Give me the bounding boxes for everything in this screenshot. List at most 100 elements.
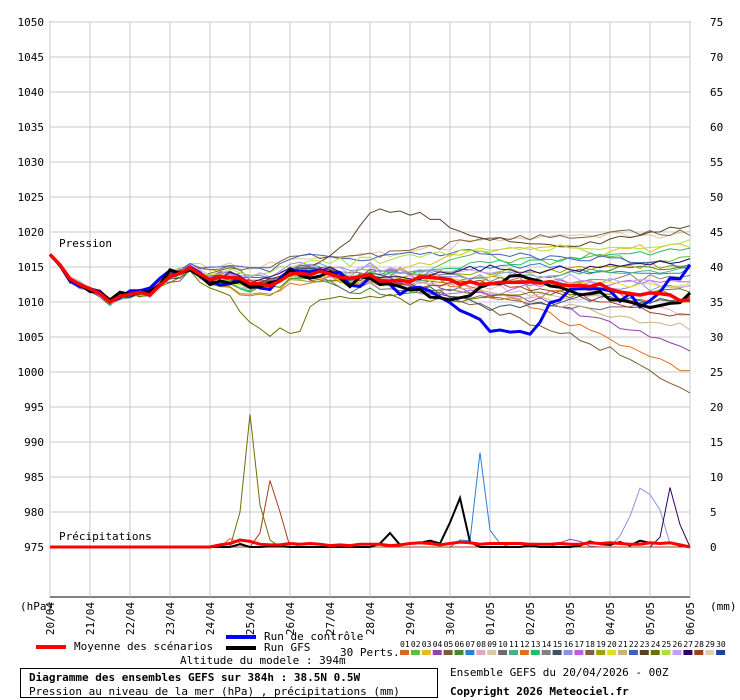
date-tick-label: 04/05 bbox=[604, 602, 617, 635]
member-swatch bbox=[410, 650, 420, 655]
chart-info-box: Diagramme des ensembles GEFS sur 384h : … bbox=[20, 668, 438, 698]
pressure-tick-label: 1005 bbox=[18, 331, 45, 344]
member-swatch bbox=[400, 650, 409, 655]
right-axis-unit: (mm) bbox=[710, 600, 737, 613]
member-number: 03 bbox=[422, 640, 432, 649]
member-swatch bbox=[476, 650, 486, 655]
member-swatch bbox=[694, 650, 704, 655]
member-number: 04 bbox=[433, 640, 443, 649]
date-tick-label: 22/04 bbox=[124, 602, 137, 635]
member-number: 30 bbox=[716, 640, 726, 649]
pressure-section-label: Pression bbox=[59, 237, 112, 250]
member-swatch bbox=[628, 650, 638, 655]
chart-subtitle: Pression au niveau de la mer (hPa) , pré… bbox=[29, 685, 400, 698]
precip-tick-label: 65 bbox=[710, 86, 723, 99]
member-swatch bbox=[498, 650, 508, 655]
precip-tick-label: 25 bbox=[710, 366, 723, 379]
member-swatch bbox=[443, 650, 453, 655]
date-tick-label: 03/05 bbox=[564, 602, 577, 635]
precip-section-label: Précipitations bbox=[59, 530, 152, 543]
member-number: 06 bbox=[455, 640, 465, 649]
pressure-tick-label: 1030 bbox=[18, 156, 45, 169]
model-altitude: Altitude du modele : 394m bbox=[180, 654, 346, 667]
pressure-tick-label: 980 bbox=[24, 506, 44, 519]
member-number: 29 bbox=[705, 640, 715, 649]
precip-tick-label: 45 bbox=[710, 226, 723, 239]
member-number: 18 bbox=[585, 640, 595, 649]
member-number: 21 bbox=[618, 640, 628, 649]
date-tick-label: 21/04 bbox=[84, 602, 97, 635]
mean-pressure-line bbox=[48, 253, 691, 305]
member-number: 10 bbox=[498, 640, 508, 649]
member-swatch bbox=[519, 650, 529, 655]
control-legend-line bbox=[226, 635, 256, 639]
pressure-tick-label: 1020 bbox=[18, 226, 45, 239]
pressure-tick-label: 1025 bbox=[18, 191, 45, 204]
member-number: 14 bbox=[542, 640, 552, 649]
member-number: 20 bbox=[607, 640, 617, 649]
date-tick-label: 26/04 bbox=[284, 602, 297, 635]
member-swatch bbox=[585, 650, 595, 655]
precip-tick-label: 75 bbox=[710, 16, 723, 29]
pressure-tick-label: 1040 bbox=[18, 86, 45, 99]
mean-legend-line bbox=[36, 645, 66, 649]
member-swatch bbox=[639, 650, 649, 655]
member-number: 11 bbox=[509, 640, 519, 649]
member-number: 25 bbox=[662, 640, 672, 649]
date-tick-label: 30/04 bbox=[444, 602, 457, 635]
precip-tick-label: 5 bbox=[710, 506, 717, 519]
mean-legend-label: Moyenne des scénarios bbox=[74, 640, 214, 653]
member-swatch bbox=[454, 650, 464, 655]
grid-lines bbox=[49, 21, 691, 598]
member-swatch bbox=[487, 650, 497, 655]
pressure-tick-label: 975 bbox=[24, 541, 44, 554]
pressure-tick-label: 1015 bbox=[18, 261, 45, 274]
pressure-axis-ticks: 1050 1045 1040 1035 1030 1025 1020 1015 1010 1005… bbox=[18, 16, 45, 554]
member-swatch bbox=[672, 650, 682, 655]
date-axis-ticks: 20/04 21/04 22/04 23/04 24/04 25/04 26/04 27/04… bbox=[44, 602, 697, 635]
member-number: 22 bbox=[629, 640, 639, 649]
pressure-tick-label: 1035 bbox=[18, 121, 45, 134]
precip-tick-label: 70 bbox=[710, 51, 723, 64]
pressure-tick-label: 985 bbox=[24, 471, 44, 484]
date-tick-label: 28/04 bbox=[364, 602, 377, 635]
member-swatch bbox=[574, 650, 584, 655]
member-swatch bbox=[618, 650, 627, 655]
member-swatch bbox=[563, 650, 573, 655]
member-swatch bbox=[596, 650, 606, 655]
member-swatch bbox=[541, 650, 551, 655]
member-number: 08 bbox=[476, 640, 486, 649]
precip-tick-label: 20 bbox=[710, 401, 723, 414]
member-number: 09 bbox=[487, 640, 497, 649]
member-number: 07 bbox=[465, 640, 475, 649]
pressure-tick-label: 990 bbox=[24, 436, 44, 449]
member-number: 15 bbox=[553, 640, 563, 649]
precip-tick-label: 40 bbox=[710, 261, 723, 274]
date-tick-label: 20/04 bbox=[44, 602, 57, 635]
member-number: 12 bbox=[520, 640, 530, 649]
run-info: Ensemble GEFS du 20/04/2026 - 00Z bbox=[450, 666, 669, 679]
member-swatch bbox=[530, 650, 540, 655]
precip-tick-label: 50 bbox=[710, 191, 723, 204]
control-legend-label: Run de contrôle bbox=[264, 630, 364, 643]
gfs-legend-label: Run GFS bbox=[264, 641, 311, 654]
copyright: Copyright 2026 Meteociel.fr bbox=[450, 685, 629, 698]
member-swatch bbox=[705, 650, 715, 655]
pressure-tick-label: 1045 bbox=[18, 51, 45, 64]
member-swatch bbox=[607, 650, 617, 655]
date-tick-label: 25/04 bbox=[244, 602, 257, 635]
pressure-tick-label: 995 bbox=[24, 401, 44, 414]
member-swatch bbox=[432, 650, 442, 655]
member-swatch bbox=[509, 650, 518, 655]
member-pressure-line bbox=[49, 208, 691, 305]
member-swatch bbox=[650, 650, 660, 655]
member-swatch bbox=[661, 650, 671, 655]
precip-tick-label: 0 bbox=[710, 541, 717, 554]
member-swatch bbox=[465, 650, 475, 655]
precip-tick-label: 30 bbox=[710, 331, 723, 344]
precip-tick-label: 10 bbox=[710, 471, 723, 484]
member-color-legend: 01 02 03 04 05 06 07 08 09 10 11 12 13 14 15 16 17 18 19 20… bbox=[400, 640, 726, 655]
main-series bbox=[48, 253, 692, 549]
precip-tick-label: 15 bbox=[710, 436, 723, 449]
